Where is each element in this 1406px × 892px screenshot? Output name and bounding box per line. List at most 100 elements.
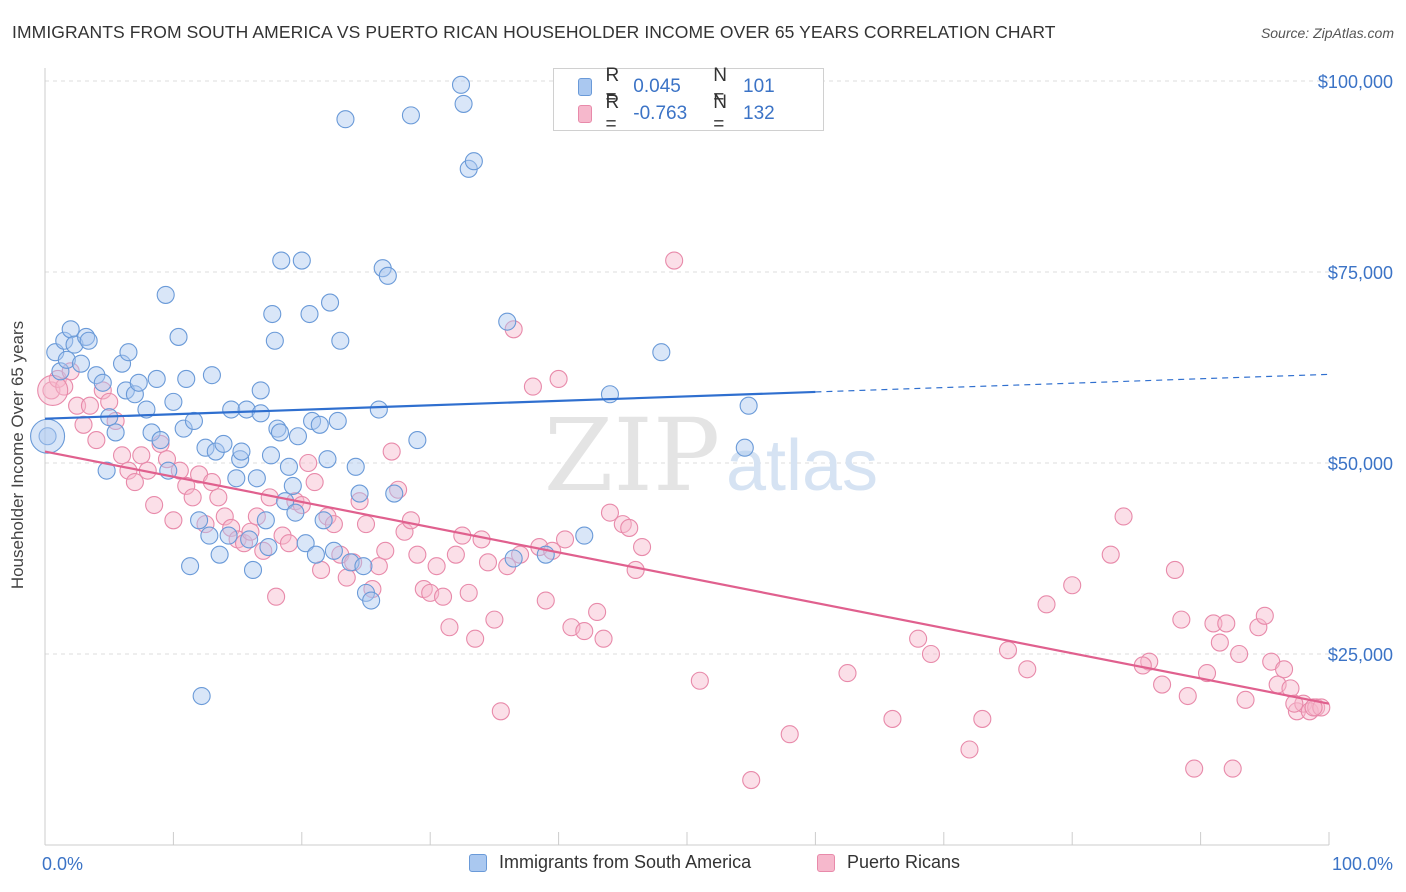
puerto-ricans-point [1217, 614, 1236, 633]
y-tick-label: $25,000 [1328, 645, 1393, 665]
blue-swatch [469, 853, 487, 872]
correlation-legend: R = 0.045 N = 101 R = -0.763 N = 132 [553, 65, 824, 135]
puerto-ricans-point [549, 369, 568, 389]
puerto-ricans-trend-line [44, 450, 1330, 705]
puerto-ricans-point [1230, 644, 1249, 664]
puerto-ricans-point [973, 709, 992, 728]
south-america-point [331, 331, 350, 350]
south-america-point [151, 431, 170, 450]
puerto-ricans-point [498, 557, 517, 576]
puerto-ricans-point [401, 511, 420, 530]
south-america-point [190, 511, 209, 530]
south-america-point [247, 469, 266, 488]
south-america-point [164, 392, 183, 411]
puerto-ricans-point [299, 453, 318, 473]
n-label: N = [713, 65, 728, 108]
n-value: 132 [743, 103, 775, 124]
south-america-point [112, 354, 132, 373]
y-axis-label: Householder Income Over 65 years [8, 320, 27, 590]
puerto-ricans-point [433, 587, 453, 606]
legend-item-puerto-ricans[interactable]: Puerto Ricans [817, 852, 960, 873]
puerto-ricans-point [1236, 690, 1255, 709]
puerto-ricans-point [337, 568, 356, 587]
puerto-ricans-point [74, 415, 93, 434]
south-america-point [310, 415, 329, 434]
south-america-point [125, 385, 144, 404]
south-america-point [498, 312, 517, 331]
puerto-ricans-point [588, 602, 607, 622]
puerto-ricans-point [209, 488, 228, 507]
puerto-ricans-point [80, 396, 99, 415]
puerto-ricans-point [1063, 576, 1082, 595]
south-america-point [61, 320, 80, 339]
south-america-point [314, 511, 333, 530]
legend-label: Immigrants from South America [499, 852, 752, 872]
puerto-ricans-point [780, 725, 799, 744]
puerto-ricans-point [369, 557, 388, 576]
south-america-point [55, 331, 74, 350]
puerto-ricans-point [838, 664, 857, 683]
puerto-ricans-point [523, 377, 542, 396]
south-america-point [210, 545, 229, 564]
south-america-point [300, 304, 319, 324]
south-america-point [174, 419, 193, 438]
south-america-point [259, 537, 278, 557]
puerto-ricans-point [1275, 660, 1294, 679]
puerto-ricans-point [356, 515, 376, 534]
south-america-point [214, 434, 233, 453]
pink-swatch [578, 105, 592, 123]
puerto-ricans-point [633, 537, 652, 557]
puerto-ricans-point [665, 251, 684, 270]
south-america-point [286, 503, 305, 522]
south-america-point [328, 411, 347, 431]
south-america-point [385, 484, 404, 503]
puerto-ricans-point [273, 526, 292, 545]
south-america-point [318, 450, 337, 469]
puerto-ricans-point [112, 446, 132, 465]
watermark-zip: ZIP [544, 397, 720, 514]
puerto-ricans-point [1172, 610, 1191, 629]
puerto-ricans-point [594, 629, 613, 648]
south-america-point [261, 446, 281, 465]
puerto-ricans-point [55, 377, 74, 396]
south-america-point [196, 438, 215, 457]
r-value: 0.045 [633, 76, 681, 97]
south-america-point [71, 354, 91, 373]
south-america-point [292, 251, 311, 270]
south-america-point [181, 557, 200, 576]
south-america-point [87, 366, 106, 385]
south-america-point [129, 373, 148, 392]
puerto-ricans-point [1255, 606, 1274, 625]
y-tick-label: $75,000 [1328, 263, 1393, 283]
south-america-point [283, 476, 302, 495]
south-america-point [219, 526, 238, 545]
n-label: N = [713, 92, 728, 135]
south-america-point [119, 343, 138, 362]
south-america-point [354, 557, 373, 576]
puerto-ricans-point [350, 492, 369, 511]
south-america-point [227, 469, 246, 488]
south-america-point [408, 431, 427, 450]
puerto-ricans-point [440, 618, 459, 637]
south-america-trend-line [44, 390, 816, 420]
puerto-ricans-point [1114, 507, 1133, 526]
puerto-ricans-point [427, 557, 446, 576]
south-america-point [251, 404, 270, 423]
watermark-atlas: atlas [726, 426, 878, 506]
south-america-point [272, 251, 291, 270]
trend-lines [44, 373, 1330, 705]
puerto-ricans-point [157, 450, 177, 469]
puerto-ricans-point [1165, 560, 1184, 580]
legend-item-south-america[interactable]: Immigrants from South America [469, 852, 751, 873]
puerto-ricans-point [1178, 686, 1197, 706]
puerto-ricans-point [742, 771, 761, 790]
south-america-trend-extension [815, 373, 1330, 393]
puerto-ricans-point [1153, 675, 1172, 694]
puerto-ricans-point [459, 583, 478, 602]
puerto-ricans-point [183, 488, 202, 507]
south-america-point [231, 450, 250, 469]
puerto-ricans-point [1223, 759, 1242, 778]
south-america-points [30, 75, 758, 706]
puerto-ricans-point [68, 396, 87, 415]
grid-lines [45, 80, 1329, 655]
